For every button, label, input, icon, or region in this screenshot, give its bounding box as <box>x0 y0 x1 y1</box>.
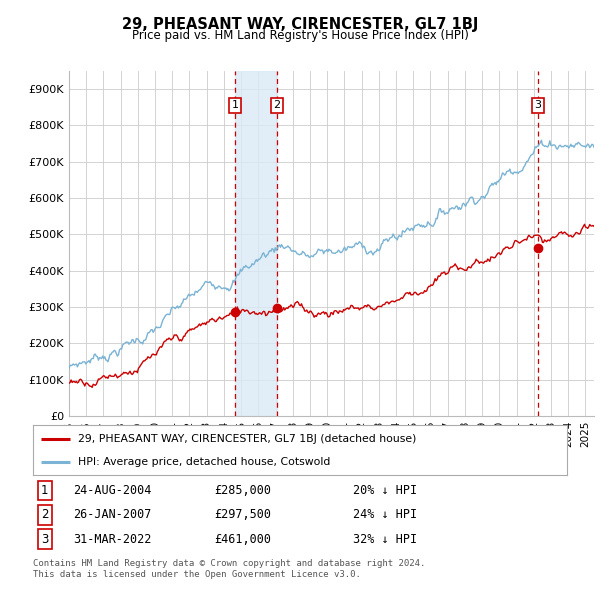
Text: £285,000: £285,000 <box>215 484 272 497</box>
Text: 29, PHEASANT WAY, CIRENCESTER, GL7 1BJ: 29, PHEASANT WAY, CIRENCESTER, GL7 1BJ <box>122 17 478 31</box>
Text: 20% ↓ HPI: 20% ↓ HPI <box>353 484 418 497</box>
Text: Price paid vs. HM Land Registry's House Price Index (HPI): Price paid vs. HM Land Registry's House … <box>131 30 469 42</box>
Text: £297,500: £297,500 <box>215 508 272 522</box>
Text: 2: 2 <box>274 100 280 110</box>
Bar <box>235 71 277 416</box>
Text: HPI: Average price, detached house, Cotswold: HPI: Average price, detached house, Cots… <box>79 457 331 467</box>
Text: 24-AUG-2004: 24-AUG-2004 <box>73 484 151 497</box>
Text: 24% ↓ HPI: 24% ↓ HPI <box>353 508 418 522</box>
Text: 3: 3 <box>535 100 542 110</box>
Text: 1: 1 <box>232 100 239 110</box>
Text: 26-JAN-2007: 26-JAN-2007 <box>73 508 151 522</box>
Text: 2: 2 <box>41 508 49 522</box>
Text: 32% ↓ HPI: 32% ↓ HPI <box>353 533 418 546</box>
Text: Contains HM Land Registry data © Crown copyright and database right 2024.
This d: Contains HM Land Registry data © Crown c… <box>33 559 425 579</box>
Text: 1: 1 <box>41 484 49 497</box>
Text: 31-MAR-2022: 31-MAR-2022 <box>73 533 151 546</box>
Text: 3: 3 <box>41 533 49 546</box>
Text: 29, PHEASANT WAY, CIRENCESTER, GL7 1BJ (detached house): 29, PHEASANT WAY, CIRENCESTER, GL7 1BJ (… <box>79 434 417 444</box>
Text: £461,000: £461,000 <box>215 533 272 546</box>
